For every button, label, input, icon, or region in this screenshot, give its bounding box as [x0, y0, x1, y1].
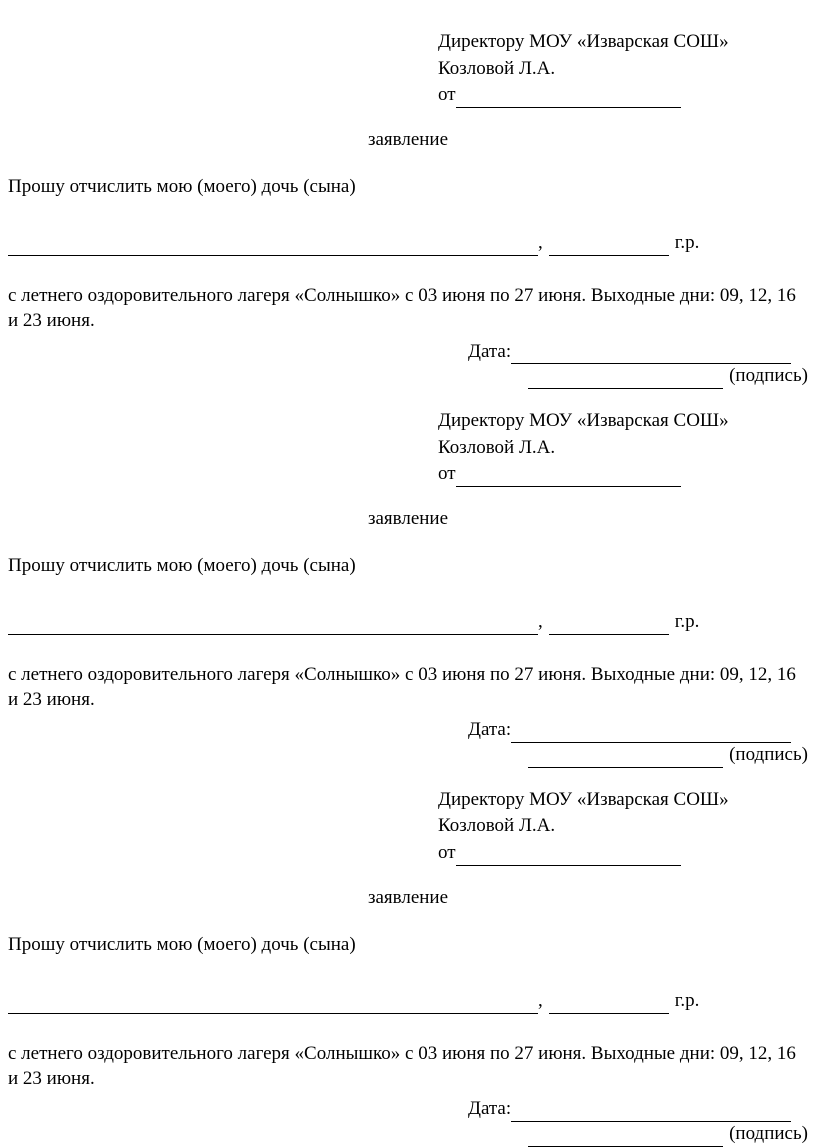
year-suffix: г.р.	[675, 231, 700, 256]
from-line: от	[438, 83, 808, 108]
comma: ,	[538, 610, 543, 635]
from-blank	[456, 469, 681, 487]
year-blank	[549, 996, 669, 1014]
from-prefix: от	[438, 83, 456, 108]
date-blank	[511, 346, 791, 364]
addressee-header: Директору МОУ «Изварская СОШ» Козловой Л…	[438, 30, 808, 108]
application-form-1: Директору МОУ «Изварская СОШ» Козловой Л…	[8, 30, 808, 389]
name-blank	[8, 617, 538, 635]
signature-label: (подпись)	[729, 743, 808, 768]
comma: ,	[538, 231, 543, 256]
from-prefix: от	[438, 462, 456, 487]
signature-label: (подпись)	[729, 364, 808, 389]
addressee-header: Директору МОУ «Изварская СОШ» Козловой Л…	[438, 409, 808, 487]
name-blank	[8, 238, 538, 256]
year-suffix: г.р.	[675, 610, 700, 635]
name-year-line: , г.р.	[8, 989, 808, 1014]
form-title: заявление	[8, 507, 808, 532]
addressee-line-2: Козловой Л.А.	[438, 814, 808, 839]
name-blank	[8, 996, 538, 1014]
date-label: Дата:	[468, 718, 511, 743]
request-text: Прошу отчислить мою (моего) дочь (сына)	[8, 933, 808, 958]
signature-blank	[528, 371, 723, 389]
body-text: с летнего оздоровительного лагеря «Солны…	[8, 663, 808, 712]
addressee-header: Директору МОУ «Изварская СОШ» Козловой Л…	[438, 788, 808, 866]
from-blank	[456, 848, 681, 866]
signature-line: (подпись)	[528, 743, 808, 768]
addressee-line-2: Козловой Л.А.	[438, 57, 808, 82]
name-year-line: , г.р.	[8, 231, 808, 256]
date-line: Дата:	[468, 340, 808, 365]
from-line: от	[438, 462, 808, 487]
signature-blank	[528, 1129, 723, 1147]
signature-blank	[528, 750, 723, 768]
date-blank	[511, 725, 791, 743]
year-blank	[549, 238, 669, 256]
year-suffix: г.р.	[675, 989, 700, 1014]
body-text: с летнего оздоровительного лагеря «Солны…	[8, 1042, 808, 1091]
date-line: Дата:	[468, 718, 808, 743]
signature-line: (подпись)	[528, 1122, 808, 1147]
addressee-line-1: Директору МОУ «Изварская СОШ»	[438, 30, 808, 55]
name-year-line: , г.р.	[8, 610, 808, 635]
request-text: Прошу отчислить мою (моего) дочь (сына)	[8, 554, 808, 579]
addressee-line-1: Директору МОУ «Изварская СОШ»	[438, 788, 808, 813]
application-form-2: Директору МОУ «Изварская СОШ» Козловой Л…	[8, 409, 808, 768]
comma: ,	[538, 989, 543, 1014]
form-title: заявление	[8, 886, 808, 911]
signature-label: (подпись)	[729, 1122, 808, 1147]
body-text: с летнего оздоровительного лагеря «Солны…	[8, 284, 808, 333]
form-title: заявление	[8, 128, 808, 153]
application-form-3: Директору МОУ «Изварская СОШ» Козловой Л…	[8, 788, 808, 1147]
date-blank	[511, 1104, 791, 1122]
signature-line: (подпись)	[528, 364, 808, 389]
from-prefix: от	[438, 841, 456, 866]
addressee-line-1: Директору МОУ «Изварская СОШ»	[438, 409, 808, 434]
date-label: Дата:	[468, 1097, 511, 1122]
from-line: от	[438, 841, 808, 866]
addressee-line-2: Козловой Л.А.	[438, 436, 808, 461]
date-label: Дата:	[468, 340, 511, 365]
date-line: Дата:	[468, 1097, 808, 1122]
year-blank	[549, 617, 669, 635]
from-blank	[456, 90, 681, 108]
request-text: Прошу отчислить мою (моего) дочь (сына)	[8, 175, 808, 200]
